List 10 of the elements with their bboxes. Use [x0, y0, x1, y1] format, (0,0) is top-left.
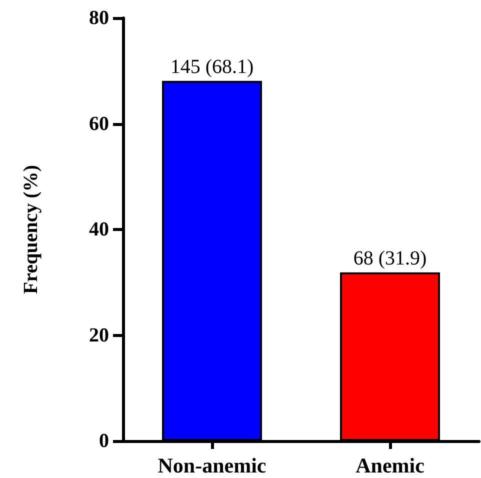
y-tick-label: 20 [89, 324, 109, 346]
x-tick-label: Anemic [356, 454, 424, 478]
y-tick-label: 40 [89, 218, 109, 240]
data-label: 68 (31.9) [353, 247, 427, 270]
x-tick-label: Non-anemic [158, 454, 266, 478]
y-axis-title: Frequency (%) [20, 164, 42, 294]
y-tick-label: 0 [99, 430, 109, 452]
y-tick-label: 80 [89, 7, 109, 29]
y-tick-label: 60 [89, 112, 109, 135]
data-label: 145 (68.1) [170, 56, 254, 78]
